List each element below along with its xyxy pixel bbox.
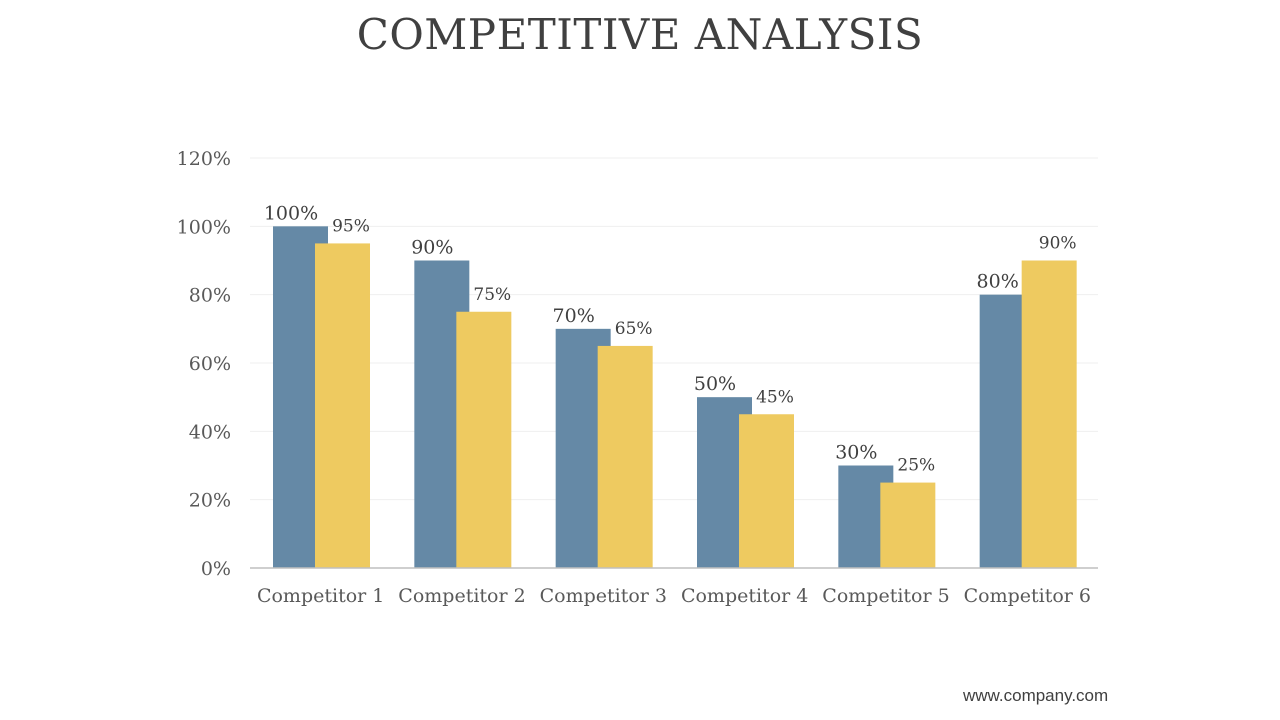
- y-axis-ticks: 0% 20% 40% 60% 80% 100% 120%: [177, 148, 231, 580]
- bars: [273, 226, 1077, 569]
- category-label: Competitor 1: [257, 585, 384, 607]
- bar-series-2: [1021, 260, 1077, 568]
- gridlines: [250, 157, 1098, 501]
- data-label-series-2: 95%: [332, 216, 370, 236]
- category-label: Competitor 3: [540, 585, 667, 607]
- y-tick-label: 20%: [189, 490, 231, 512]
- data-label-series-2: 45%: [756, 387, 794, 407]
- data-labels: 100% 95% 90% 75% 70% 65% 50% 45% 30% 25% 80% 90%: [264, 202, 1077, 475]
- data-label-series-2: 65%: [615, 319, 653, 339]
- data-label-series-1: 50%: [694, 373, 736, 395]
- y-tick-label: 0%: [201, 558, 231, 580]
- bar-series-2: [315, 243, 370, 568]
- y-tick-label: 60%: [189, 353, 231, 375]
- bar-series-2: [456, 311, 512, 568]
- footer-website: www.company.com: [963, 686, 1109, 705]
- data-label-series-1: 80%: [977, 271, 1019, 293]
- data-label-series-1: 90%: [411, 237, 453, 259]
- data-label-series-1: 30%: [835, 442, 877, 464]
- data-label-series-1: 100%: [264, 202, 318, 224]
- category-label: Competitor 6: [964, 585, 1091, 607]
- data-label-series-2: 75%: [473, 285, 511, 305]
- y-tick-label: 40%: [189, 421, 231, 443]
- bar-series-2: [739, 414, 794, 568]
- bar-series-2: [597, 345, 653, 568]
- y-tick-label: 100%: [177, 216, 231, 238]
- data-label-series-1: 70%: [553, 305, 595, 327]
- page-title: COMPETITIVE ANALYSIS: [356, 10, 924, 59]
- bar-series-2: [880, 482, 936, 568]
- data-label-series-2: 25%: [897, 456, 935, 476]
- category-label: Competitor 2: [398, 585, 525, 607]
- y-tick-label: 120%: [177, 148, 231, 170]
- x-axis-categories: Competitor 1 Competitor 2 Competitor 3 Comp…: [257, 585, 1091, 607]
- category-label: Competitor 4: [681, 585, 808, 607]
- category-label: Competitor 5: [822, 585, 949, 607]
- data-label-series-2: 90%: [1039, 234, 1077, 254]
- y-tick-label: 80%: [189, 285, 231, 307]
